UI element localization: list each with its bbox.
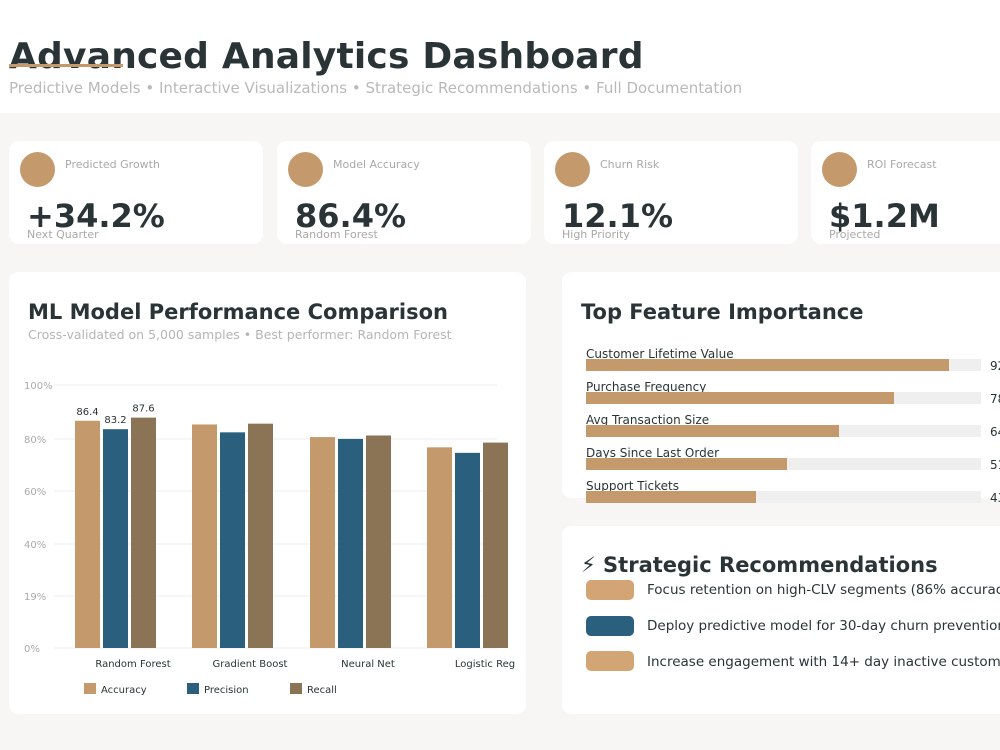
y-tick-label: 19% bbox=[24, 592, 46, 603]
feature-bar-track bbox=[586, 392, 981, 404]
page-title: Advanced Analytics Dashboard bbox=[9, 36, 644, 77]
kpi-value: 12.1% bbox=[562, 197, 674, 235]
growth-icon bbox=[20, 152, 55, 187]
legend-swatch bbox=[187, 683, 199, 694]
performance-bar-chart: 0% 19% 40% 60% 80% 100% Random Forest Gradient … bbox=[24, 381, 515, 696]
bar-accuracy bbox=[75, 420, 100, 648]
legend-swatch bbox=[84, 683, 96, 694]
y-tick-label: 0% bbox=[24, 644, 40, 655]
legend-label: Precision bbox=[204, 685, 249, 696]
data-label: 86.4 bbox=[76, 407, 98, 418]
feature-bar-fill bbox=[586, 392, 895, 404]
legend-label: Recall bbox=[307, 685, 337, 696]
kpi-label: Churn Risk bbox=[600, 158, 660, 171]
bar-accuracy bbox=[310, 437, 335, 648]
title-accent-line bbox=[9, 64, 123, 67]
kpi-card-roi-forecast[interactable]: ROI Forecast $1.2M Projected bbox=[811, 141, 1000, 244]
feature-bar-fill bbox=[586, 491, 756, 503]
feature-value: 51 bbox=[990, 458, 1000, 472]
recommendations-title: ⚡ Strategic Recommendations bbox=[581, 553, 938, 577]
y-tick-label: 80% bbox=[24, 435, 46, 446]
bar-precision bbox=[455, 452, 480, 648]
feature-value: 78 bbox=[990, 392, 1000, 406]
bar-accuracy bbox=[427, 447, 452, 648]
dashboard-header: Advanced Analytics Dashboard Predictive … bbox=[0, 0, 1000, 113]
legend-swatch bbox=[290, 683, 302, 694]
legend-label: Accuracy bbox=[101, 685, 147, 696]
x-category-label: Random Forest bbox=[95, 659, 170, 670]
kpi-value: $1.2M bbox=[829, 197, 940, 235]
recommendation-text: Deploy predictive model for 30-day churn… bbox=[647, 618, 1000, 634]
page-subtitle: Predictive Models • Interactive Visualiz… bbox=[9, 79, 743, 97]
feature-label: Customer Lifetime Value bbox=[586, 347, 734, 361]
kpi-value: +34.2% bbox=[27, 197, 165, 235]
feature-label: Avg Transaction Size bbox=[586, 413, 710, 427]
y-tick-label: 100% bbox=[24, 381, 53, 392]
feature-bar-fill bbox=[586, 458, 788, 470]
y-tick-label: 40% bbox=[24, 540, 46, 551]
feature-label: Purchase Frequency bbox=[586, 380, 707, 394]
recommendations-card bbox=[562, 526, 1000, 714]
x-category-label: Gradient Boost bbox=[213, 659, 288, 670]
feature-label: Support Tickets bbox=[586, 479, 680, 493]
accuracy-icon bbox=[288, 152, 323, 187]
recommendation-chip bbox=[586, 651, 634, 671]
bar-recall bbox=[248, 423, 273, 648]
performance-chart-title: ML Model Performance Comparison bbox=[28, 300, 448, 324]
feature-label: Days Since Last Order bbox=[586, 446, 720, 460]
feature-bar-track bbox=[586, 359, 981, 371]
recommendation-chip bbox=[586, 616, 634, 636]
risk-icon bbox=[555, 152, 590, 187]
recommendation-text: Focus retention on high-CLV segments (86… bbox=[647, 582, 1000, 598]
feature-bar-track bbox=[586, 425, 981, 437]
roi-icon bbox=[822, 152, 857, 187]
bar-precision bbox=[338, 438, 363, 648]
data-label: 83.2 bbox=[104, 415, 126, 426]
kpi-card-churn-risk[interactable]: Churn Risk 12.1% High Priority bbox=[544, 141, 798, 244]
performance-chart-subtitle: Cross-validated on 5,000 samples • Best … bbox=[28, 327, 452, 342]
feature-value: 92 bbox=[990, 359, 1000, 373]
data-label: 87.6 bbox=[132, 404, 154, 415]
kpi-label: ROI Forecast bbox=[867, 158, 937, 171]
bar-precision bbox=[103, 429, 128, 648]
recommendation-text: Increase engagement with 14+ day inactiv… bbox=[647, 654, 1000, 670]
x-category-label: Neural Net bbox=[341, 659, 395, 670]
bar-precision bbox=[220, 432, 245, 648]
bar-recall bbox=[366, 435, 391, 648]
feature-value: 43 bbox=[990, 491, 1000, 505]
bar-recall bbox=[131, 417, 156, 648]
kpi-sublabel: Projected bbox=[829, 228, 881, 241]
kpi-label: Model Accuracy bbox=[333, 158, 420, 171]
kpi-sublabel: High Priority bbox=[562, 228, 630, 241]
feature-bar-track bbox=[586, 491, 981, 503]
bar-accuracy bbox=[192, 424, 217, 648]
kpi-card-predicted-growth[interactable]: Predicted Growth +34.2% Next Quarter bbox=[9, 141, 263, 244]
feature-bar-track bbox=[586, 458, 981, 470]
kpi-label: Predicted Growth bbox=[65, 158, 160, 171]
bar-recall bbox=[483, 442, 508, 648]
kpi-sublabel: Random Forest bbox=[295, 228, 378, 241]
kpi-card-model-accuracy[interactable]: Model Accuracy 86.4% Random Forest bbox=[277, 141, 531, 244]
kpi-sublabel: Next Quarter bbox=[27, 228, 99, 241]
feature-bar-fill bbox=[586, 359, 950, 371]
recommendation-chip bbox=[586, 580, 634, 600]
feature-importance-title: Top Feature Importance bbox=[581, 300, 864, 324]
x-category-label: Logistic Reg bbox=[455, 659, 515, 670]
feature-bar-fill bbox=[586, 425, 839, 437]
kpi-value: 86.4% bbox=[295, 197, 407, 235]
feature-value: 64 bbox=[990, 425, 1000, 439]
y-tick-label: 60% bbox=[24, 487, 46, 498]
